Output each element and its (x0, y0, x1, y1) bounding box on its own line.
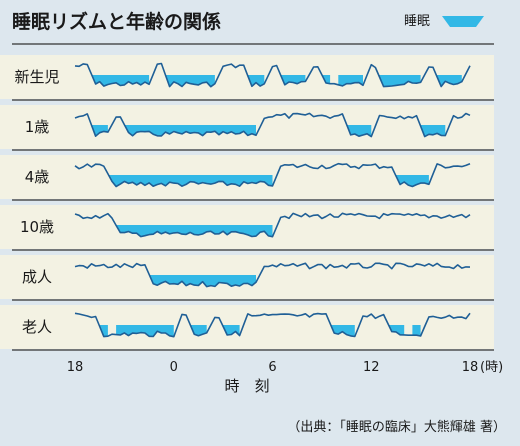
sleep-period (321, 74, 331, 84)
sleep-period (395, 175, 429, 187)
x-axis-ticks: 18 0 6 12 18 (67, 360, 479, 375)
sleep-period (379, 75, 421, 87)
sleep-period (99, 325, 108, 337)
chart-title: 睡眠リズムと年齢の関係 (12, 10, 221, 33)
sleep-period (91, 125, 108, 137)
source-note: （出典：「睡眠の臨床」大熊輝雄 著） (287, 419, 506, 435)
row-band (0, 305, 494, 349)
sleep-rhythm-line (74, 312, 471, 338)
row-label: 10歳 (20, 218, 54, 236)
x-tick-label: 18 (462, 360, 479, 375)
sleep-period (338, 75, 363, 86)
legend-label: 睡眠 (404, 14, 430, 29)
sleep-rhythm-line (74, 262, 471, 288)
row-label: 老人 (22, 318, 52, 336)
row-label: 1歳 (25, 118, 50, 136)
x-axis-label: 時 刻 (224, 377, 269, 395)
sleep-period (116, 225, 273, 237)
row-label: 成人 (22, 268, 52, 286)
row-label: 4歳 (25, 168, 50, 186)
sleep-rhythm-line (74, 212, 471, 238)
sleep-period (247, 75, 265, 87)
sleep-rhythm-line (74, 162, 471, 188)
sleep-period (165, 75, 215, 87)
legend-swatch (442, 16, 484, 27)
sleep-period (412, 325, 421, 336)
sleep-period (124, 124, 257, 136)
sleep-period (223, 325, 240, 336)
x-tick-label: 6 (268, 360, 276, 375)
x-axis-unit: (時) (480, 360, 503, 375)
x-tick-label: 12 (363, 360, 380, 375)
x-tick-label: 18 (67, 360, 84, 375)
row-label: 新生児 (14, 68, 59, 86)
sleep-rhythm-line (74, 112, 471, 138)
sleep-rhythm-line (74, 62, 471, 88)
sleep-period (387, 323, 405, 335)
x-tick-label: 0 (170, 360, 178, 375)
